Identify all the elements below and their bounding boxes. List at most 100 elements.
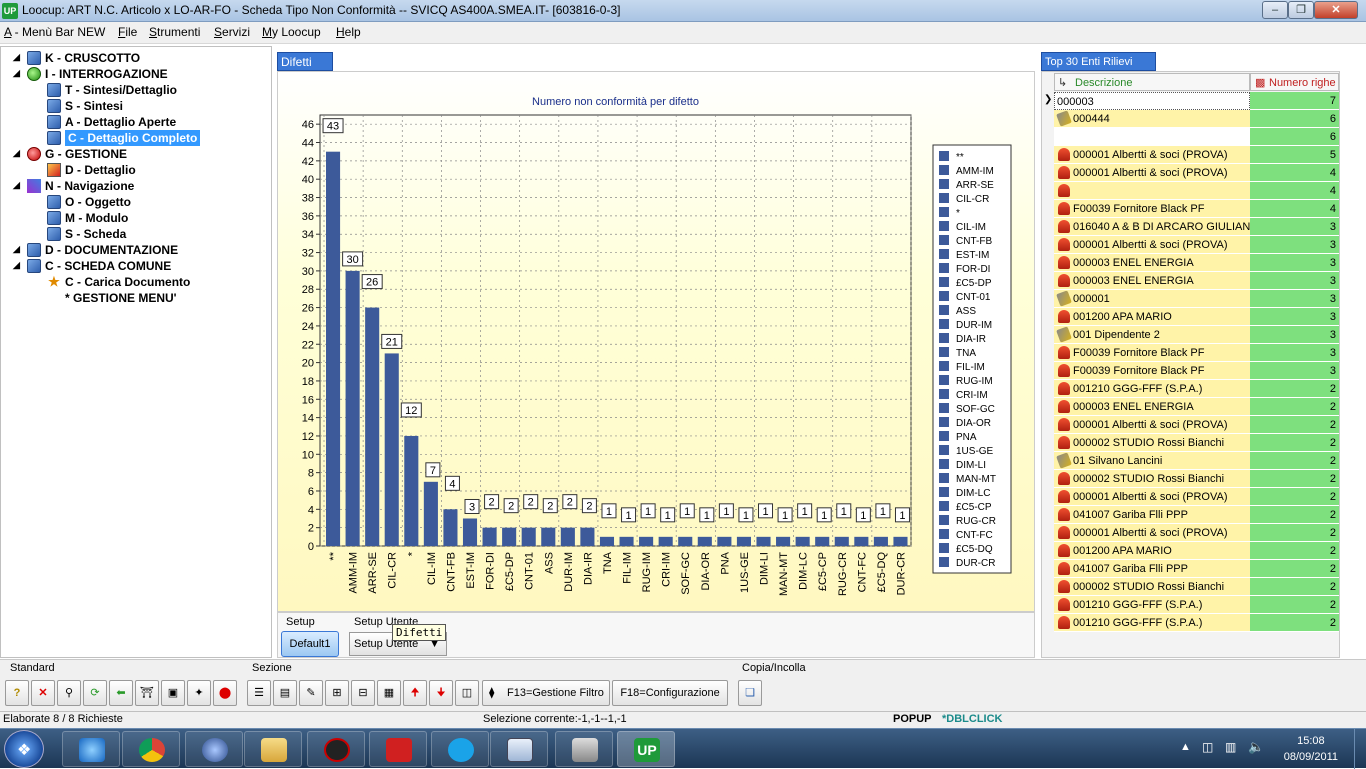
cell-descrizione: 000001 Albertti & soci (PROVA) [1054,146,1250,164]
tree-item[interactable]: T - Sintesi/Dettaglio [1,82,271,98]
person-icon [1058,616,1070,629]
task-loocup[interactable]: UP [617,731,675,767]
start-button[interactable]: ❖ [4,730,44,768]
task-skype[interactable] [431,731,489,767]
cell-descrizione-text: 000001 Albertti & soci (PROVA) [1073,491,1228,503]
tools-button[interactable]: ✦ [187,680,211,706]
x-tick-label: * [406,551,418,556]
network-icon[interactable]: ◫ [1202,740,1214,754]
search-button[interactable]: ⚲ [57,680,81,706]
maximize-button[interactable]: ❐ [1288,1,1314,19]
cell-descrizione [1054,182,1250,200]
setup-utente-value: Setup Utente [354,638,419,650]
window-title: Loocup: ART N.C. Articolo x LO-AR-FO - S… [22,3,621,17]
section-list-button[interactable]: ▤ [273,680,297,706]
menu-my-loocup[interactable]: My Loocup [262,25,321,39]
task-app-w[interactable] [307,731,365,767]
tree-item[interactable]: * GESTIONE MENU' [1,290,271,306]
expand-icon[interactable]: ◢ [13,52,20,62]
copia-incolla-label: Copia/Incolla [742,662,806,674]
show-desktop-button[interactable] [1354,729,1366,769]
menu-help[interactable]: Help [336,25,361,39]
expand-icon[interactable]: ◢ [13,260,20,270]
gestione-filtro-button[interactable]: ⧫ F13=Gestione Filtro [482,680,610,706]
tab-top-30-enti-rilievi[interactable]: Top 30 Enti Rilievi [1041,52,1156,71]
section-layout-button[interactable]: ▦ [377,680,401,706]
menu-servizi[interactable]: Servizi [214,25,251,39]
expand-icon[interactable]: ◢ [13,244,20,254]
tree-item[interactable]: S - Scheda [1,226,271,242]
cart-button[interactable]: ⛩ [135,680,159,706]
legend-entry: £C5-DQ [956,544,993,555]
columns-button[interactable]: ◫ [455,680,479,706]
tree-item[interactable]: ◢ I - INTERROGAZIONE [1,66,271,82]
minimize-button[interactable]: – [1262,1,1288,19]
tree-item[interactable]: C - Dettaglio Completo [1,130,271,146]
screen-button[interactable]: ▣ [161,680,185,706]
task-thunderbird[interactable] [185,731,243,767]
tab-difetti[interactable]: Difetti [277,52,333,71]
tree-item[interactable]: A - Dettaglio Aperte [1,114,271,130]
cell-descrizione: 016040 A & B DI ARCARO GIULIANO [1054,218,1250,236]
back-button[interactable]: ⬅ [109,680,133,706]
task-explorer[interactable] [244,731,302,767]
configurazione-button[interactable]: F18=Configurazione [612,680,728,706]
stop-button[interactable]: ⬤ [213,680,237,706]
tree-item[interactable]: ◢ G - GESTIONE [1,146,271,162]
tree-item[interactable]: O - Oggetto [1,194,271,210]
tree-item[interactable]: ◢ K - CRUSCOTTO [1,50,271,66]
person-icon [1058,202,1070,215]
move-down-button[interactable]: 🠋 [429,680,453,706]
menu-file[interactable]: File [118,25,138,39]
column-header-descrizione[interactable]: ↳ Descrizione [1054,73,1250,91]
task-app-window[interactable] [490,731,548,767]
x-tick-label: RUG-IM [641,552,653,592]
y-tick-label: 12 [302,431,314,443]
tree-item[interactable]: S - Sintesi [1,98,271,114]
copy-button[interactable]: ❏ [738,680,762,706]
x-tick-label: DIM-LI [759,552,771,585]
menu-bar: A - Menù Bar NEW File Strumenti Servizi … [0,22,1366,44]
tree-item[interactable]: ◢ D - DOCUMENTAZIONE [1,242,271,258]
y-tick-label: 42 [302,156,314,168]
data-label-box [738,507,754,523]
legend-swatch [939,389,949,399]
task-internet-explorer[interactable] [62,731,120,767]
tree-item[interactable]: M - Modulo [1,210,271,226]
tree-item[interactable]: ◢ C - SCHEDA COMUNE [1,258,271,274]
column-header-numero-righe[interactable]: ▩ Numero righe [1250,73,1339,91]
clock[interactable]: 15:08 08/09/2011 [1284,733,1338,765]
tray-arrow-icon[interactable]: ▲ [1180,741,1191,753]
help-button[interactable]: ? [5,680,29,706]
cell-descrizione-text: 001210 GGG-FFF (S.P.A.) [1073,599,1203,611]
menu-menu-bar-new[interactable]: A - Menù Bar NEW [4,25,106,39]
legend-swatch [939,263,949,273]
section-export-button[interactable]: ✎ [299,680,323,706]
menu-strumenti[interactable]: Strumenti [149,25,201,39]
volume-icon[interactable]: 🔈 [1248,739,1265,754]
data-label-box [503,498,519,514]
default1-button[interactable]: Default1 [281,631,339,657]
section-remove-button[interactable]: ⊟ [351,680,375,706]
expand-icon[interactable]: ◢ [13,68,20,78]
tree-item[interactable]: ★ C - Carica Documento [1,274,271,290]
tree-item[interactable]: ◢ N - Navigazione [1,178,271,194]
move-up-button[interactable]: 🠉 [403,680,427,706]
task-app-red[interactable] [369,731,427,767]
setup-area: Setup Default1 Setup Utente Setup Utente… [277,612,1035,658]
signal-icon[interactable]: ▥ [1225,740,1237,754]
task-chrome[interactable] [122,731,180,767]
cell-numero-righe: 2 [1250,524,1339,542]
section-tree-button[interactable]: ☰ [247,680,271,706]
expand-icon[interactable]: ◢ [13,148,20,158]
cell-descrizione-text: 000001 Albertti & soci (PROVA) [1073,527,1228,539]
section-add-button[interactable]: ⊞ [325,680,349,706]
cancel-button[interactable]: ✕ [31,680,55,706]
legend-swatch [939,333,949,343]
data-label: 1 [684,506,690,518]
tree-item[interactable]: D - Dettaglio [1,162,271,178]
expand-icon[interactable]: ◢ [13,180,20,190]
task-app-tools[interactable] [555,731,613,767]
close-button[interactable]: ✕ [1314,1,1358,19]
refresh-button[interactable]: ⟳ [83,680,107,706]
